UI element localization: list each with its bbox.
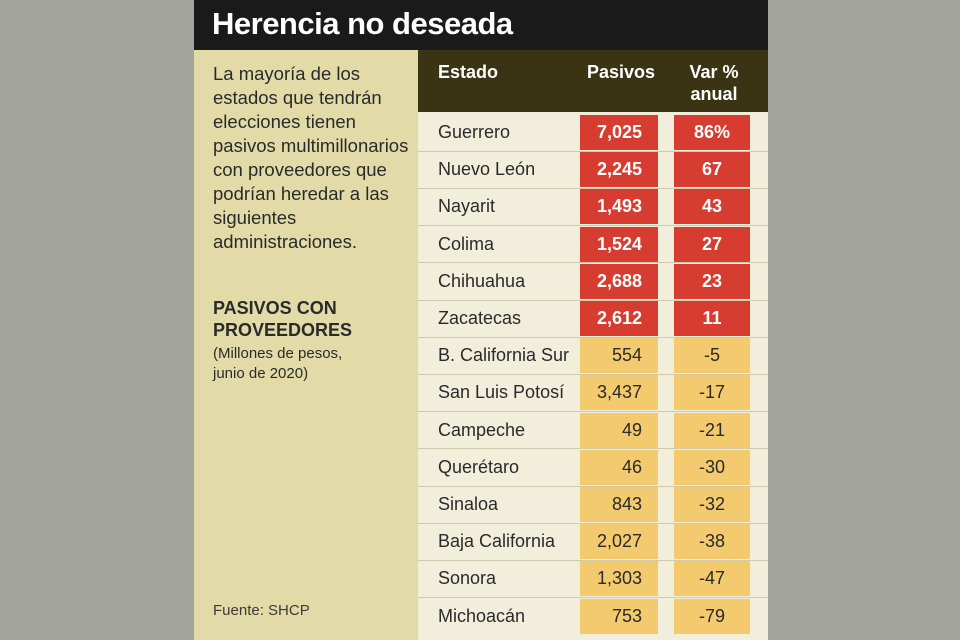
- row-change-value: 23: [674, 263, 750, 299]
- row-state-name: Campeche: [438, 419, 526, 440]
- row-liabilities-value: 2,612: [596, 308, 642, 328]
- row-liabilities-cell: 1,524: [580, 226, 658, 262]
- row-change-value: -5: [674, 338, 750, 374]
- infographic-card: Herencia no deseada La mayoría de los es…: [194, 0, 768, 640]
- row-divider: [418, 150, 768, 152]
- row-change-value: 67: [674, 152, 750, 188]
- table-header: Estado Pasivos Var % anual: [418, 50, 768, 112]
- row-divider: [418, 373, 768, 375]
- row-divider: [418, 448, 768, 450]
- subtitle-line: PASIVOS CON: [213, 298, 337, 318]
- row-change-value: -38: [674, 524, 750, 560]
- row-liabilities-value: 2,688: [596, 270, 642, 291]
- row-liabilities-value: 1,493: [596, 196, 642, 217]
- row-liabilities-value: 1,303: [596, 568, 642, 589]
- row-divider: [418, 522, 768, 524]
- row-divider: [418, 187, 768, 189]
- row-state-name: Querétaro: [438, 456, 520, 477]
- row-liabilities-value: 46: [621, 456, 642, 477]
- row-liabilities-cell: 46: [580, 449, 658, 485]
- row-liabilities-value: 2,027: [596, 531, 642, 552]
- row-state-name: Nuevo León: [438, 159, 536, 180]
- row-liabilities-cell: 843: [580, 487, 658, 522]
- row-change-value: 11: [674, 301, 750, 336]
- row-liabilities-cell: 753: [580, 598, 658, 634]
- row-change-value: 43: [674, 189, 750, 225]
- row-divider: [418, 597, 768, 599]
- row-state-name: B. California Sur: [438, 345, 570, 366]
- column-header-state: Estado: [438, 62, 499, 82]
- row-divider: [418, 559, 768, 561]
- column-header-change-line: Var %: [689, 62, 739, 82]
- row-state-name: Nayarit: [438, 196, 496, 217]
- row-liabilities-cell: 49: [580, 412, 658, 448]
- row-divider: [418, 299, 768, 301]
- row-liabilities-value: 7,025: [596, 122, 642, 142]
- row-change-value: -79: [674, 598, 750, 634]
- row-divider: [418, 485, 768, 487]
- row-divider: [418, 225, 768, 227]
- row-state-name: Baja California: [438, 531, 556, 552]
- row-liabilities-cell: 1,303: [580, 561, 658, 597]
- units-line: junio de 2020): [213, 365, 309, 382]
- row-change-value: -47: [674, 561, 750, 597]
- row-liabilities-cell: 1,493: [580, 189, 658, 225]
- source-note: Fuente: SHCP: [213, 602, 310, 619]
- row-liabilities-value: 3,437: [596, 382, 642, 403]
- row-state-name: Colima: [438, 233, 495, 254]
- row-state-name: Sonora: [438, 568, 497, 589]
- row-divider: [418, 262, 768, 264]
- row-state-name: Zacatecas: [438, 308, 522, 328]
- row-liabilities-cell: 7,025: [580, 115, 658, 150]
- row-liabilities-cell: 2,688: [580, 263, 658, 299]
- row-change-value: -21: [674, 412, 750, 448]
- page-title: Herencia no deseada: [212, 6, 513, 41]
- row-liabilities-cell: 2,027: [580, 524, 658, 560]
- description-panel: La mayoría de los estados que tendrán el…: [194, 50, 418, 640]
- row-change-value: 86%: [674, 115, 750, 150]
- column-header-liabilities: Pasivos: [586, 62, 656, 82]
- row-liabilities-value: 2,245: [596, 159, 642, 180]
- column-header-change-line: anual: [690, 84, 738, 104]
- row-liabilities-cell: 554: [580, 338, 658, 374]
- row-liabilities-value: 753: [611, 605, 642, 626]
- row-state-name: Chihuahua: [438, 270, 526, 291]
- row-liabilities-value: 554: [611, 345, 642, 366]
- row-state-name: San Luis Potosí: [438, 382, 565, 403]
- row-liabilities-cell: 3,437: [580, 375, 658, 411]
- title-bar: Herencia no deseada: [194, 0, 768, 50]
- row-liabilities-cell: 2,245: [580, 152, 658, 188]
- units-line: (Millones de pesos,: [213, 345, 343, 362]
- row-change-value: -30: [674, 449, 750, 485]
- row-change-value: 27: [674, 226, 750, 262]
- row-liabilities-cell: 2,612: [580, 301, 658, 336]
- row-change-value: -17: [674, 375, 750, 411]
- row-liabilities-value: 49: [621, 419, 642, 440]
- row-state-name: Michoacán: [438, 605, 526, 626]
- row-divider: [418, 411, 768, 413]
- column-header-change: Var % anual: [674, 61, 754, 105]
- table-subtitle: PASIVOS CON PROVEEDORES: [213, 297, 413, 341]
- row-state-name: Guerrero: [438, 122, 511, 142]
- row-liabilities-value: 843: [611, 494, 642, 514]
- row-divider: [418, 336, 768, 338]
- intro-text: La mayoría de los estados que tendrán el…: [213, 63, 409, 252]
- subtitle-line: PROVEEDORES: [213, 320, 353, 340]
- row-state-name: Sinaloa: [438, 494, 499, 514]
- row-liabilities-value: 1,524: [596, 233, 642, 254]
- row-change-value: -32: [674, 487, 750, 522]
- units-note: (Millones de pesos, junio de 2020): [213, 344, 413, 384]
- liabilities-table: Estado Pasivos Var % anual Guerrero 7,025 8…: [418, 50, 768, 640]
